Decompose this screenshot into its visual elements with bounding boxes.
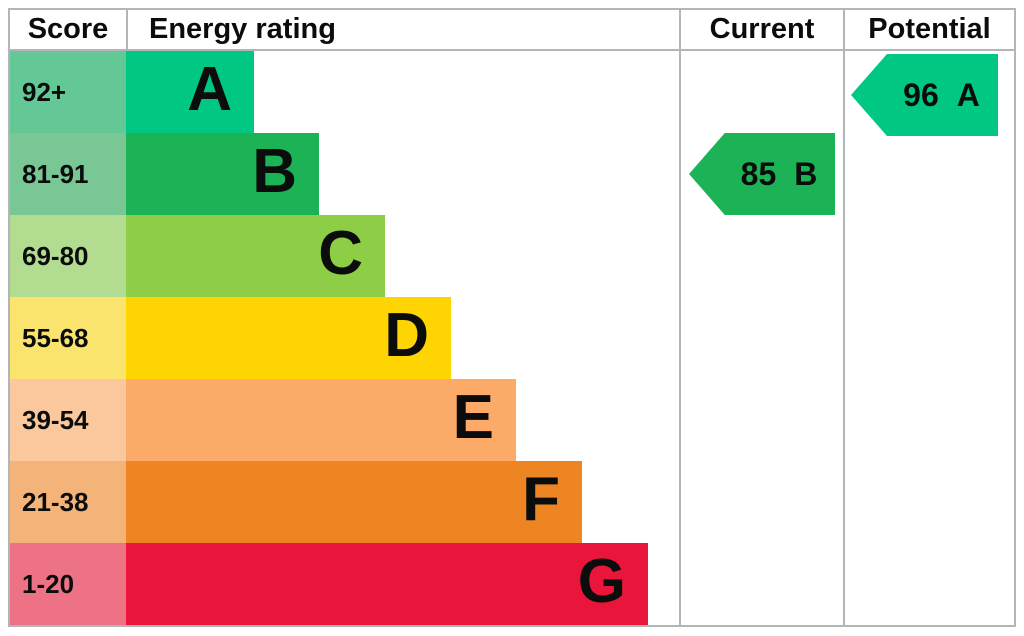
band-bar-e: E xyxy=(126,379,516,461)
bar-area-g: G xyxy=(126,543,679,625)
current-cell-d xyxy=(679,297,843,379)
band-row-a: 92+ A 96 A xyxy=(10,51,1014,136)
current-cell-a xyxy=(679,51,843,133)
energy-rating-chart: Score Energy rating Current Potential 92… xyxy=(8,8,1016,627)
current-cell-f xyxy=(679,461,843,543)
band-letter-d: D xyxy=(384,301,429,370)
score-range-a: 92+ xyxy=(10,51,126,133)
current-cell-e xyxy=(679,379,843,461)
header-potential: Potential xyxy=(843,10,1014,51)
potential-cell-a: 96 A xyxy=(843,51,1014,136)
current-cell-b: 85 B xyxy=(679,133,843,215)
potential-cell-f xyxy=(843,461,1014,543)
bar-area-e: E xyxy=(126,379,679,461)
band-row-g: 1-20 G xyxy=(10,543,1014,625)
potential-cell-g xyxy=(843,543,1014,625)
header-current: Current xyxy=(679,10,843,51)
band-bar-c: C xyxy=(126,215,385,297)
band-letter-f: F xyxy=(522,465,560,534)
chart-header-row: Score Energy rating Current Potential xyxy=(10,10,1014,51)
current-rating-arrow: 85 B xyxy=(689,133,835,215)
current-score-value: 85 xyxy=(740,155,777,192)
potential-cell-d xyxy=(843,297,1014,379)
band-row-d: 55-68 D xyxy=(10,297,1014,379)
band-bar-d: D xyxy=(126,297,451,379)
score-range-b: 81-91 xyxy=(10,133,126,215)
potential-cell-e xyxy=(843,379,1014,461)
band-row-b: 81-91 B 85 B xyxy=(10,133,1014,215)
header-energy-rating: Energy rating xyxy=(126,10,679,51)
bar-area-d: D xyxy=(126,297,679,379)
potential-cell-b xyxy=(843,133,1014,215)
bar-area-b: B xyxy=(126,133,679,215)
band-letter-c: C xyxy=(318,219,363,288)
bar-area-a: A xyxy=(126,51,679,133)
band-letter-g: G xyxy=(577,547,626,616)
potential-score-value: 96 xyxy=(903,76,939,113)
current-band-letter: B xyxy=(794,155,818,192)
potential-band-letter: A xyxy=(956,76,980,113)
band-letter-a: A xyxy=(187,55,232,124)
score-range-c: 69-80 xyxy=(10,215,126,297)
current-cell-c xyxy=(679,215,843,297)
band-letter-e: E xyxy=(452,383,494,452)
bar-area-f: F xyxy=(126,461,679,543)
score-range-f: 21-38 xyxy=(10,461,126,543)
band-bar-f: F xyxy=(126,461,582,543)
score-range-d: 55-68 xyxy=(10,297,126,379)
band-bar-g: G xyxy=(126,543,648,625)
bar-area-c: C xyxy=(126,215,679,297)
score-range-g: 1-20 xyxy=(10,543,126,625)
band-row-f: 21-38 F xyxy=(10,461,1014,543)
potential-rating-arrow: 96 A xyxy=(851,54,998,136)
score-range-e: 39-54 xyxy=(10,379,126,461)
band-bar-a: A xyxy=(126,51,254,133)
band-row-e: 39-54 E xyxy=(10,379,1014,461)
band-bar-b: B xyxy=(126,133,319,215)
band-row-c: 69-80 C xyxy=(10,215,1014,297)
potential-cell-c xyxy=(843,215,1014,297)
header-score: Score xyxy=(10,10,126,51)
band-letter-b: B xyxy=(252,137,297,206)
current-cell-g xyxy=(679,543,843,625)
